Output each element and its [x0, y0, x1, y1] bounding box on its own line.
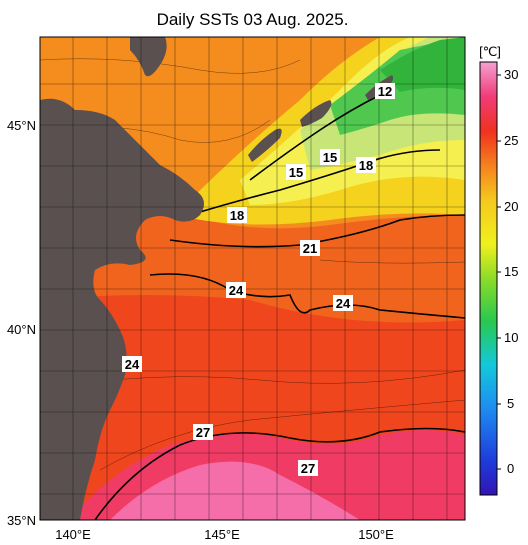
svg-text:15: 15	[289, 165, 303, 180]
x-tick-label: 140°E	[55, 527, 91, 542]
isotherm-label: 12	[375, 83, 395, 99]
svg-text:18: 18	[230, 208, 244, 223]
svg-text:21: 21	[303, 241, 317, 256]
colorbar-tick: 15	[504, 264, 518, 279]
isotherm-label: 18	[356, 157, 376, 173]
isotherm-label: 15	[286, 164, 306, 180]
colorbar-tick: 30	[504, 67, 518, 82]
isotherms	[94, 94, 465, 520]
colorbar-tick: 0	[507, 461, 514, 476]
isotherm-label: 18	[227, 207, 247, 223]
colorbar-gradient	[479, 61, 498, 496]
svg-text:18: 18	[359, 158, 373, 173]
colorbar-tick: 5	[507, 396, 514, 411]
land-kuril-2	[300, 100, 332, 127]
isotherm-label: 21	[300, 240, 320, 256]
sst-pink-core	[110, 461, 360, 520]
sst-deep-green-zone	[380, 37, 465, 92]
land-korea	[40, 225, 70, 270]
svg-text:15: 15	[323, 150, 337, 165]
svg-text:24: 24	[336, 296, 351, 311]
land-sakhalin	[130, 37, 167, 77]
x-axis: 140°E 145°E 150°E	[55, 527, 394, 542]
colorbar-tick: 10	[504, 330, 518, 345]
colorbar: [℃] 30 25 20 15 10 5 0	[479, 44, 518, 496]
isotherm-label: 27	[298, 460, 318, 476]
isotherm-21	[169, 214, 465, 248]
land-kuril-1	[248, 128, 282, 162]
isotherm-label: 15	[320, 149, 340, 165]
isotherm-15	[249, 94, 381, 181]
svg-text:24: 24	[125, 357, 140, 372]
isotherm-24	[149, 273, 465, 319]
isotherm-label: 27	[193, 424, 213, 440]
svg-text:24: 24	[229, 283, 244, 298]
map-title: Daily SSTs 03 Aug. 2025.	[156, 10, 349, 29]
y-tick-label: 45°N	[7, 118, 36, 133]
isotherm-27	[94, 427, 465, 520]
isotherm-label: 24	[226, 282, 246, 298]
colorbar-unit: [℃]	[479, 44, 501, 59]
y-tick-label: 35°N	[7, 513, 36, 528]
land	[40, 37, 394, 520]
colorbar-tick: 20	[504, 199, 518, 214]
x-tick-label: 150°E	[358, 527, 394, 542]
colorbar-tick: 25	[504, 133, 518, 148]
isotherm-18	[189, 149, 441, 216]
isotherm-label: 24	[333, 295, 353, 311]
map-frame	[39, 36, 466, 521]
svg-text:27: 27	[196, 425, 210, 440]
land-honshu-hokkaido	[40, 37, 204, 520]
svg-text:27: 27	[301, 461, 315, 476]
svg-text:12: 12	[378, 84, 392, 99]
isotherm-label: 24	[122, 356, 142, 372]
x-tick-label: 145°E	[204, 527, 240, 542]
y-axis: 45°N 40°N 35°N	[7, 118, 36, 528]
y-tick-label: 40°N	[7, 322, 36, 337]
graticule	[40, 37, 465, 520]
sst-field	[40, 37, 465, 520]
isotherm-labels: 12 15 15 18 18 21 24 24 24 27 27	[122, 83, 395, 476]
